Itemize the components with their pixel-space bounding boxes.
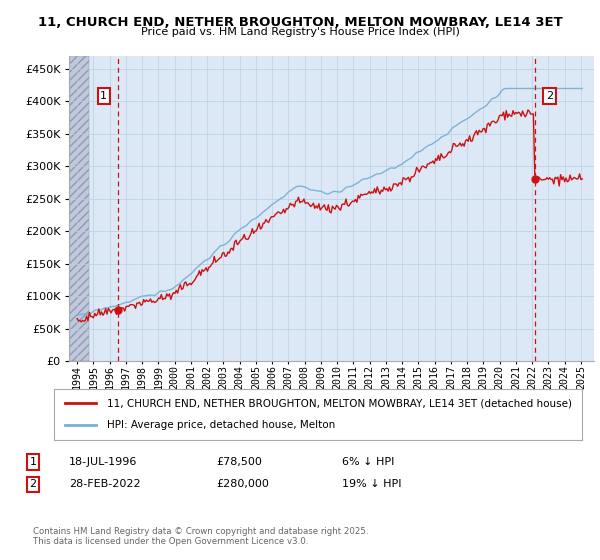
- Text: 2: 2: [546, 91, 553, 101]
- Text: 19% ↓ HPI: 19% ↓ HPI: [342, 479, 401, 489]
- Text: 11, CHURCH END, NETHER BROUGHTON, MELTON MOWBRAY, LE14 3ET (detached house): 11, CHURCH END, NETHER BROUGHTON, MELTON…: [107, 398, 572, 408]
- Text: 1: 1: [100, 91, 107, 101]
- Text: Contains HM Land Registry data © Crown copyright and database right 2025.
This d: Contains HM Land Registry data © Crown c…: [33, 526, 368, 546]
- Text: £78,500: £78,500: [216, 457, 262, 467]
- Text: Price paid vs. HM Land Registry's House Price Index (HPI): Price paid vs. HM Land Registry's House …: [140, 27, 460, 37]
- Text: 2: 2: [29, 479, 37, 489]
- Text: 11, CHURCH END, NETHER BROUGHTON, MELTON MOWBRAY, LE14 3ET: 11, CHURCH END, NETHER BROUGHTON, MELTON…: [38, 16, 562, 29]
- Bar: [69, 56, 89, 361]
- Text: 18-JUL-1996: 18-JUL-1996: [69, 457, 137, 467]
- Text: 6% ↓ HPI: 6% ↓ HPI: [342, 457, 394, 467]
- Text: 28-FEB-2022: 28-FEB-2022: [69, 479, 140, 489]
- Text: HPI: Average price, detached house, Melton: HPI: Average price, detached house, Melt…: [107, 421, 335, 431]
- Text: 1: 1: [29, 457, 37, 467]
- Text: £280,000: £280,000: [216, 479, 269, 489]
